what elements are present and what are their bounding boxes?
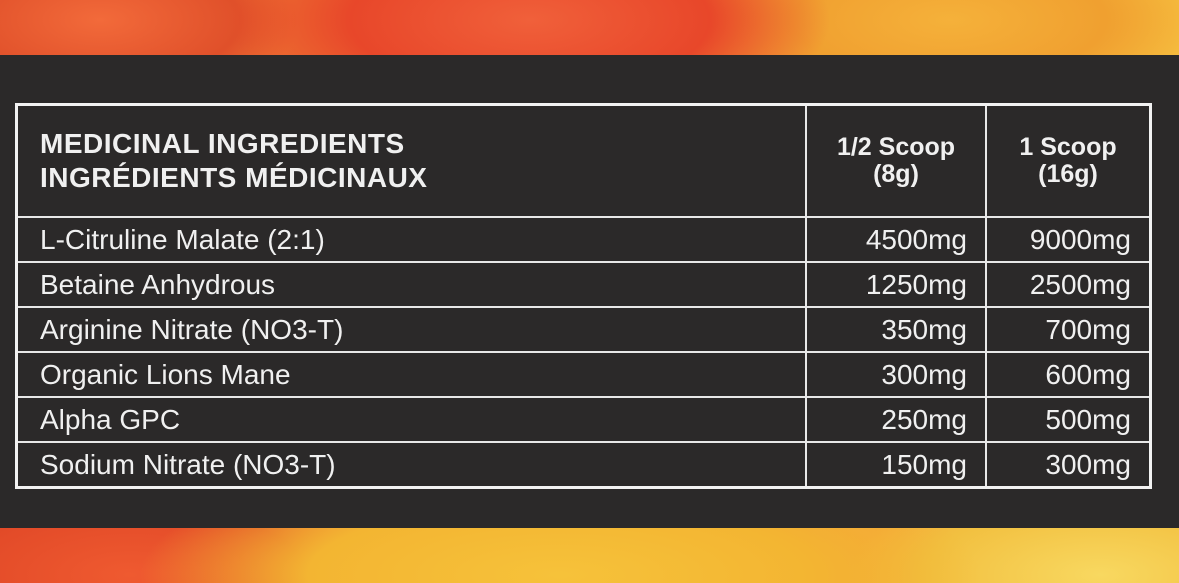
full-scoop-amount: 700mg — [985, 306, 1152, 353]
ingredient-name: L-Citruline Malate (2:1) — [15, 216, 807, 263]
full-scoop-amount: 500mg — [985, 396, 1152, 443]
ingredients-table: MEDICINAL INGREDIENTS INGRÉDIENTS MÉDICI… — [15, 103, 1152, 489]
half-scoop-amount: 250mg — [805, 396, 987, 443]
ingredient-name: Arginine Nitrate (NO3-T) — [15, 306, 807, 353]
table-row: Alpha GPC 250mg 500mg — [15, 396, 1152, 443]
header-ingredients: MEDICINAL INGREDIENTS INGRÉDIENTS MÉDICI… — [15, 103, 807, 218]
table-row: L-Citruline Malate (2:1) 4500mg 9000mg — [15, 216, 1152, 263]
label-panel: MEDICINAL INGREDIENTS INGRÉDIENTS MÉDICI… — [0, 55, 1179, 528]
half-scoop-label: 1/2 Scoop — [836, 133, 956, 161]
header-full-scoop: 1 Scoop (16g) — [985, 103, 1152, 218]
header-english: MEDICINAL INGREDIENTS — [40, 128, 405, 159]
full-scoop-amount: 2500mg — [985, 261, 1152, 308]
ingredient-name: Organic Lions Mane — [15, 351, 807, 398]
table-row: Arginine Nitrate (NO3-T) 350mg 700mg — [15, 306, 1152, 353]
half-scoop-amount: 150mg — [805, 441, 987, 489]
table-row: Betaine Anhydrous 1250mg 2500mg — [15, 261, 1152, 308]
full-scoop-amount: 600mg — [985, 351, 1152, 398]
full-scoop-weight: (16g) — [1038, 160, 1098, 188]
table-header: MEDICINAL INGREDIENTS INGRÉDIENTS MÉDICI… — [15, 103, 1152, 218]
full-scoop-label: 1 Scoop — [1019, 133, 1117, 161]
header-half-scoop: 1/2 Scoop (8g) — [805, 103, 987, 218]
half-scoop-amount: 4500mg — [805, 216, 987, 263]
ingredient-name: Sodium Nitrate (NO3-T) — [15, 441, 807, 489]
full-scoop-amount: 9000mg — [985, 216, 1152, 263]
half-scoop-amount: 350mg — [805, 306, 987, 353]
full-scoop-amount: 300mg — [985, 441, 1152, 489]
table-row: Organic Lions Mane 300mg 600mg — [15, 351, 1152, 398]
half-scoop-amount: 1250mg — [805, 261, 987, 308]
ingredient-name: Betaine Anhydrous — [15, 261, 807, 308]
ingredient-name: Alpha GPC — [15, 396, 807, 443]
table-row: Sodium Nitrate (NO3-T) 150mg 300mg — [15, 441, 1152, 489]
header-french: INGRÉDIENTS MÉDICINAUX — [40, 162, 428, 193]
half-scoop-amount: 300mg — [805, 351, 987, 398]
half-scoop-weight: (8g) — [873, 160, 919, 188]
